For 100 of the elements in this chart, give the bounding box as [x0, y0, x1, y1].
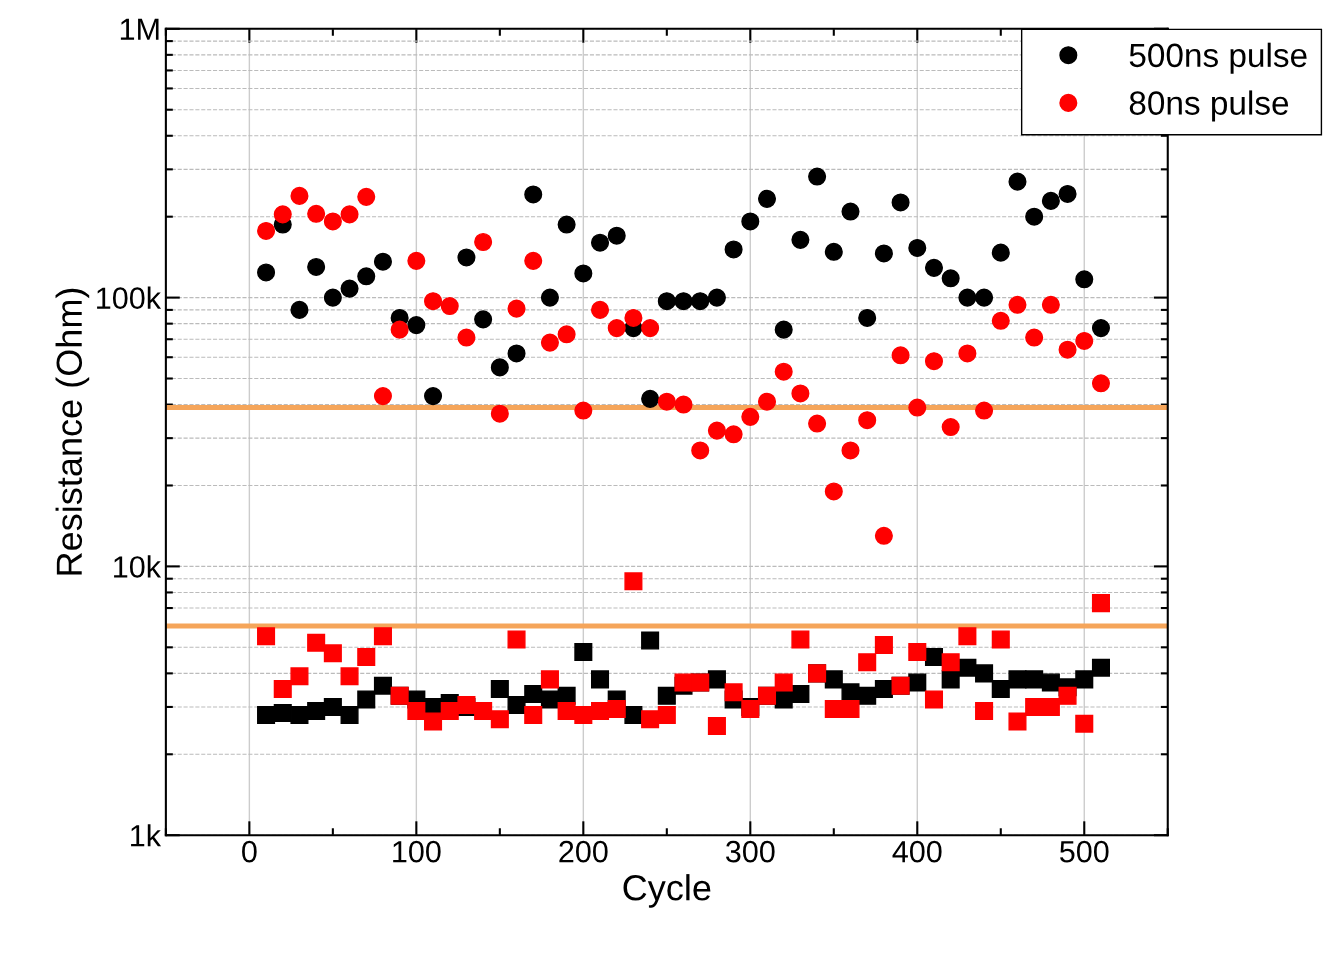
point: [841, 202, 860, 221]
point: [290, 667, 309, 686]
point: [1041, 673, 1060, 692]
y-tick-label: 1k: [131, 824, 162, 847]
point: [1058, 686, 1077, 705]
point: [373, 627, 392, 646]
point: [707, 421, 726, 440]
x-tick-label: 400: [892, 840, 942, 863]
point: [373, 387, 392, 406]
point: [323, 697, 342, 716]
point: [924, 258, 944, 277]
point: [474, 310, 493, 329]
point: [1058, 340, 1077, 359]
point: [357, 187, 376, 206]
point: [323, 212, 342, 231]
y-axis-title: Resistance (Ohm): [55, 288, 90, 575]
point: [707, 288, 726, 307]
point: [1091, 594, 1110, 613]
point: [791, 384, 810, 403]
point: [657, 392, 676, 411]
point: [307, 257, 326, 277]
point: [490, 679, 509, 698]
point: [874, 635, 893, 655]
point: [941, 653, 960, 672]
point: [624, 572, 643, 591]
point: [924, 352, 944, 371]
point: [941, 670, 960, 689]
point: [1041, 295, 1060, 314]
point: [858, 686, 877, 705]
x-axis-title: Cycle: [623, 874, 711, 908]
point: [323, 644, 342, 663]
point: [607, 699, 626, 718]
point: [524, 251, 543, 270]
point: [858, 653, 877, 672]
point: [557, 215, 576, 234]
point: [991, 311, 1010, 330]
point: [657, 686, 676, 705]
point: [257, 263, 276, 282]
point: [540, 333, 559, 352]
point: [390, 320, 409, 339]
point: [490, 710, 509, 729]
point: [373, 252, 392, 271]
point: [357, 648, 376, 667]
point: [674, 292, 693, 311]
point: [257, 221, 276, 240]
y-tick-label: 1M: [120, 18, 159, 40]
point: [307, 633, 326, 652]
point: [407, 251, 426, 270]
point: [524, 185, 543, 204]
point: [540, 288, 559, 307]
point: [1075, 714, 1094, 733]
point: [357, 690, 376, 709]
point: [824, 242, 843, 261]
point: [791, 630, 810, 649]
point: [340, 279, 359, 298]
point: [607, 226, 626, 245]
point: [657, 705, 676, 725]
point: [1008, 712, 1027, 731]
point: [424, 387, 443, 406]
point: [290, 186, 309, 205]
point: [891, 346, 910, 365]
point: [273, 679, 292, 698]
point: [407, 316, 426, 335]
point: [590, 670, 610, 689]
point: [440, 701, 459, 720]
point: [941, 269, 960, 288]
point: [874, 244, 893, 263]
point: [691, 441, 710, 460]
legend-label: 80ns pulse: [1129, 90, 1289, 122]
point: [641, 710, 660, 729]
point: [991, 243, 1010, 262]
point: [307, 701, 326, 720]
point: [874, 679, 893, 698]
point: [774, 320, 793, 339]
point: [1091, 319, 1110, 338]
point: [407, 701, 426, 720]
point: [908, 673, 927, 692]
point: [908, 398, 927, 417]
x-tick-label: 200: [559, 840, 608, 863]
point: [958, 627, 977, 646]
point: [357, 267, 376, 286]
point: [373, 676, 392, 695]
point: [290, 705, 309, 725]
point: [674, 395, 693, 414]
point: [557, 701, 576, 720]
point: [1041, 697, 1060, 716]
point: [1008, 295, 1027, 314]
x-tick-label: 0: [242, 840, 257, 863]
point: [741, 212, 760, 231]
point: [841, 441, 860, 460]
point: [1008, 670, 1027, 689]
point: [507, 344, 526, 363]
point: [440, 297, 459, 316]
point: [540, 670, 559, 689]
point: [641, 389, 660, 408]
point: [774, 362, 793, 381]
point: [757, 189, 777, 208]
point: [574, 705, 593, 725]
point: [1075, 670, 1094, 689]
point: [1058, 184, 1077, 203]
